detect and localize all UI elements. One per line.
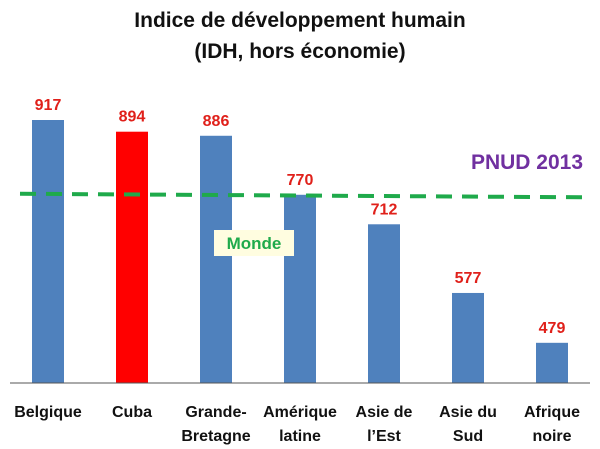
world-label: Monde (227, 234, 282, 253)
category-label-3-line-1: latine (279, 428, 321, 445)
category-label-0: Belgique (14, 404, 82, 421)
value-labels-group: 917 894 886 770 712 577 479 (35, 97, 566, 337)
category-label-2-line-1: Bretagne (181, 428, 250, 445)
bar-6 (536, 342, 568, 383)
value-label-2: 886 (203, 113, 230, 130)
bar-4 (368, 224, 400, 383)
category-label-4-line-0: Asie de (356, 404, 413, 421)
bar-3 (284, 194, 316, 383)
world-label-background (214, 230, 294, 256)
category-label-4-line-1: l’Est (367, 428, 401, 445)
bar-1 (116, 131, 148, 383)
category-label-5-line-0: Asie du (439, 404, 497, 421)
source-label: PNUD 2013 (471, 151, 583, 174)
chart-subtitle: (IDH, hors économie) (194, 40, 405, 63)
category-label-6-line-1: noire (532, 428, 571, 445)
category-labels-group: Belgique Cuba Grande- Bretagne Amérique latin… (14, 404, 580, 445)
category-label-2-line-0: Grande- (185, 404, 246, 421)
category-label-6-line-0: Afrique (524, 404, 580, 421)
value-label-0: 917 (35, 97, 62, 114)
value-label-4: 712 (371, 201, 398, 218)
category-label-5-line-1: Sud (453, 428, 483, 445)
value-label-1: 894 (119, 109, 146, 126)
category-label-3-line-0: Amérique (263, 404, 337, 421)
value-label-5: 577 (455, 270, 482, 287)
bars-group (32, 120, 568, 383)
value-label-6: 479 (539, 320, 566, 337)
world-reference-line (19, 191, 589, 200)
bar-5 (452, 292, 484, 383)
chart-title: Indice de développement humain (134, 9, 465, 32)
category-label-1: Cuba (112, 404, 152, 421)
value-label-3: 770 (287, 172, 314, 189)
bar-2 (200, 135, 232, 383)
bar-0 (32, 120, 64, 383)
